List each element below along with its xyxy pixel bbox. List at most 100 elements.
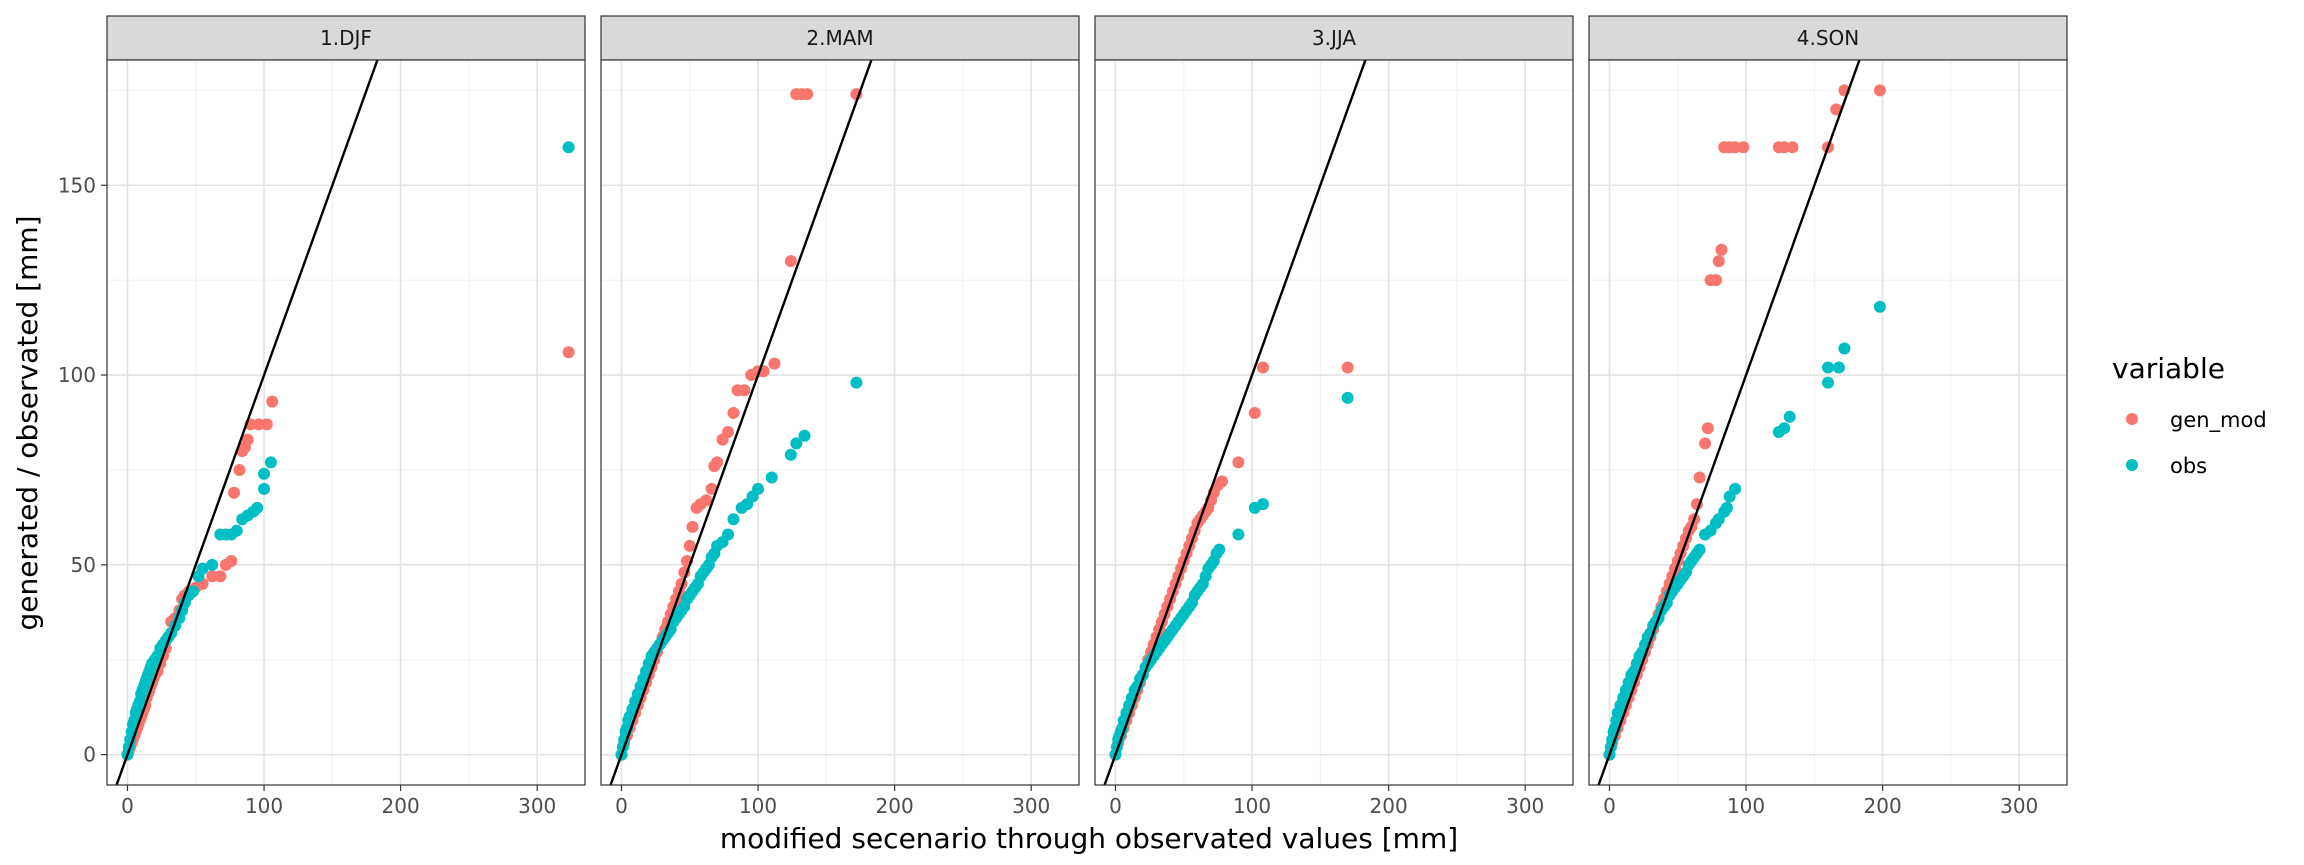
point-obs <box>264 456 277 469</box>
point-obs <box>1693 543 1706 556</box>
reference-line <box>1597 60 1861 785</box>
point-obs <box>251 501 264 514</box>
point-obs <box>1256 498 1269 511</box>
legend-label-gen-mod: gen_mod <box>2170 408 2267 433</box>
x-tick-label: 300 <box>1506 794 1544 818</box>
facet-strip <box>106 15 586 61</box>
y-tick-label: 0 <box>83 743 96 767</box>
point-gen-mod <box>1341 361 1354 374</box>
point-obs <box>850 376 863 389</box>
plot-area <box>1095 60 1573 785</box>
y-tick-label: 50 <box>71 553 96 577</box>
point-obs <box>1783 410 1796 423</box>
facet-panel: 3.JJA 0 100 200 300 <box>1094 15 1574 818</box>
point-obs <box>230 524 243 537</box>
point-gen-mod <box>711 456 724 469</box>
point-obs <box>1720 501 1733 514</box>
point-gen-mod <box>705 482 718 495</box>
point-gen-mod <box>1216 475 1229 488</box>
point-obs <box>1729 482 1742 495</box>
point-obs <box>1838 342 1851 355</box>
reference-line <box>1103 60 1367 785</box>
legend: variable gen_mod obs <box>2112 352 2267 478</box>
point-gen-mod <box>1701 422 1714 435</box>
x-tick-label: 100 <box>245 794 283 818</box>
point-obs <box>1822 376 1834 389</box>
x-tick-label: 300 <box>518 794 556 818</box>
point-gen-mod <box>686 520 699 533</box>
facet-panel: 1.DJF 0 100 200 300 <box>106 15 586 818</box>
x-tick-label: 100 <box>1233 794 1271 818</box>
point-obs <box>784 448 797 461</box>
legend-key-obs <box>2126 459 2138 471</box>
point-gen-mod <box>1693 471 1706 484</box>
legend-label-obs: obs <box>2170 454 2207 478</box>
point-obs <box>1213 543 1226 556</box>
x-tick-label: 100 <box>1727 794 1765 818</box>
point-gen-mod <box>562 346 575 359</box>
x-tick-label: 0 <box>1603 794 1616 818</box>
point-gen-mod <box>1712 255 1725 268</box>
x-tick-label: 300 <box>1012 794 1050 818</box>
facet-strip-label: 4.SON <box>1797 26 1859 50</box>
x-tick-label: 200 <box>876 794 914 818</box>
gridlines <box>601 60 1079 785</box>
plot-area <box>601 60 1079 785</box>
point-gen-mod <box>683 539 696 552</box>
point-obs <box>790 437 803 450</box>
point-gen-mod <box>228 486 241 499</box>
point-obs <box>798 429 811 442</box>
x-tick-label: 100 <box>739 794 777 818</box>
point-gen-mod <box>241 433 254 446</box>
point-gen-mod <box>1710 274 1723 287</box>
point-obs <box>1832 361 1845 374</box>
legend-title: variable <box>2112 352 2225 385</box>
facet-strip-label: 1.DJF <box>320 26 372 50</box>
point-gen-mod <box>1699 437 1712 450</box>
x-tick-label: 200 <box>1864 794 1902 818</box>
point-gen-mod <box>1715 243 1728 256</box>
panel-border <box>1094 59 1574 786</box>
point-gen-mod <box>225 555 238 568</box>
y-axis-title: generated / observated [mm] <box>11 215 44 630</box>
point-gen-mod <box>260 418 273 431</box>
facet-strip-label: 3.JJA <box>1312 26 1357 50</box>
point-gen-mod <box>266 395 279 408</box>
point-gen-mod <box>233 463 246 476</box>
point-obs <box>1232 528 1245 541</box>
point-gen-mod <box>1232 456 1245 469</box>
point-gen-mod <box>738 384 751 397</box>
x-tick-label: 200 <box>1370 794 1408 818</box>
point-gen-mod <box>1830 103 1843 116</box>
point-gen-mod <box>801 88 814 101</box>
x-tick-label: 0 <box>121 794 134 818</box>
x-tick-label: 300 <box>2000 794 2038 818</box>
panel-border <box>1588 59 2068 786</box>
point-gen-mod <box>1256 361 1269 374</box>
point-obs <box>765 471 778 484</box>
x-axis-title: modified secenario through observated va… <box>720 822 1458 855</box>
gridlines <box>1095 60 1573 785</box>
y-tick-label: 100 <box>58 363 96 387</box>
x-tick-label: 0 <box>615 794 628 818</box>
point-obs <box>1341 391 1354 404</box>
point-obs <box>258 467 271 480</box>
y-axis: 0 50 100 150 <box>58 173 107 767</box>
point-obs <box>1822 361 1834 374</box>
point-gen-mod <box>1737 141 1750 154</box>
point-gen-mod <box>727 407 740 420</box>
panel-border <box>106 59 586 786</box>
x-tick-label: 200 <box>382 794 420 818</box>
point-obs <box>187 585 200 598</box>
point-gen-mod <box>722 425 735 438</box>
point-obs <box>562 141 575 154</box>
reference-line <box>609 60 873 785</box>
plot-area <box>1589 60 2067 785</box>
x-tick-label: 0 <box>1109 794 1122 818</box>
point-obs <box>196 562 209 575</box>
point-obs <box>727 513 740 526</box>
point-gen-mod <box>214 570 227 583</box>
point-gen-mod <box>700 494 713 507</box>
point-gen-mod <box>768 357 781 370</box>
